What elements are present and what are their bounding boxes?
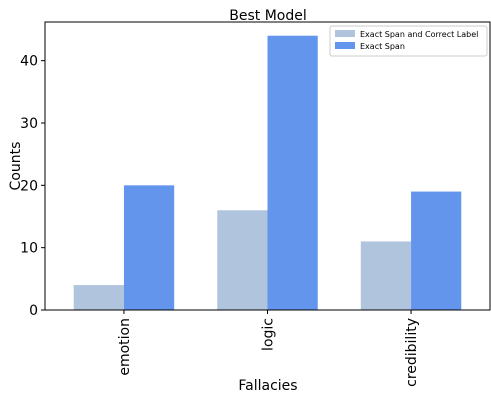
x-tick-label-emotion: emotion: [117, 318, 133, 376]
legend-box: [329, 25, 488, 57]
bar-exact-span-logic: [267, 35, 318, 311]
legend-swatch-0: [335, 30, 355, 37]
x-tick-label-logic: logic: [261, 318, 277, 351]
x-tick-label-credibility: credibility: [404, 318, 420, 387]
y-tick-label: 20: [20, 178, 38, 194]
y-tick-label: 10: [20, 241, 38, 257]
y-tick-label: 30: [20, 116, 38, 132]
legend-label-1: Exact Span: [360, 42, 405, 51]
bar-correct-label-logic: [217, 210, 268, 310]
y-tick-labels: 0 10 20 30 40: [20, 54, 45, 319]
x-tick-labels: emotion logic credibility: [117, 310, 420, 387]
legend: Exact Span and Correct Label Exact Span: [329, 25, 488, 57]
y-axis-title: Counts: [8, 142, 24, 191]
bar-correct-label-credibility: [360, 241, 412, 310]
legend-swatch-1: [335, 42, 355, 49]
legend-label-0: Exact Span and Correct Label: [360, 30, 478, 39]
y-tick-label: 0: [29, 303, 38, 319]
bar-exact-span-credibility: [411, 191, 462, 310]
bars-group: [73, 35, 462, 311]
bar-exact-span-emotion: [123, 185, 175, 310]
x-axis-title: Fallacies: [238, 378, 297, 394]
bar-correct-label-emotion: [73, 285, 124, 310]
chart-title: Best Model: [229, 8, 307, 24]
y-tick-label: 40: [20, 54, 38, 70]
